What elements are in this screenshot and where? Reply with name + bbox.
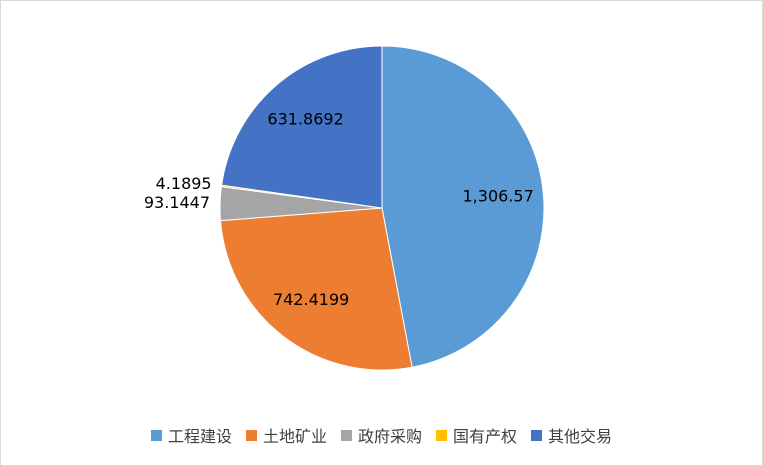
legend-item: 土地矿业 — [245, 423, 327, 447]
legend-label: 国有产权 — [453, 427, 518, 446]
data-label: 631.8692 — [267, 109, 343, 128]
data-label: 93.1447 — [144, 193, 210, 212]
legend-label: 政府采购 — [357, 427, 422, 446]
legend-swatch — [340, 429, 352, 441]
legend-label: 工程建设 — [167, 427, 232, 446]
legend-item: 政府采购 — [340, 423, 422, 447]
legend-swatch — [436, 429, 447, 441]
pie-slice — [219, 207, 413, 371]
pie-slice — [221, 45, 383, 209]
legend-item: 国有产权 — [436, 423, 517, 447]
pie-slice — [381, 45, 545, 368]
legend-swatch — [245, 429, 257, 441]
legend-swatch — [150, 429, 162, 441]
data-label: 4.1895 — [156, 174, 212, 193]
data-label: 742.4199 — [273, 290, 349, 309]
legend: 工程建设 土地矿业 政府采购 国有产权 其他交易 — [1, 423, 762, 447]
legend-label: 其他交易 — [548, 427, 613, 446]
legend-label: 土地矿业 — [262, 427, 327, 446]
data-label: 1,306.57 — [463, 187, 534, 206]
legend-item: 工程建设 — [150, 423, 232, 447]
legend-swatch — [531, 429, 543, 441]
legend-item: 其他交易 — [531, 423, 612, 447]
